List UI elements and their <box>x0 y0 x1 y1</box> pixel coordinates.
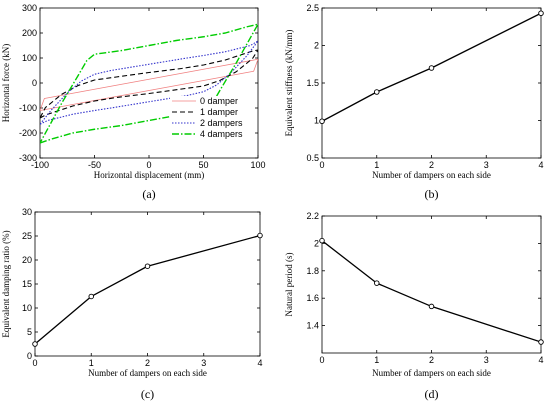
chart-c-equivalent-damping: 0 1 2 3 4 0 5 10 15 20 25 30 Number of dampers on ea… <box>1 207 263 401</box>
chart-b-equivalent-stiffness: 0 1 2 3 4 0.5 1 1.5 2 2.5 Number of dampers on eac… <box>284 3 544 201</box>
y-axis-label: Equivalent damping ratio (%) <box>1 230 11 337</box>
x-axis-label: Number of dampers on each side <box>372 368 491 378</box>
data-point-marker <box>374 89 380 95</box>
data-point-marker <box>374 280 380 286</box>
data-point-marker <box>319 118 325 124</box>
legend-entry: 4 dampers <box>200 129 243 139</box>
y-tick-label: 30 <box>22 207 32 217</box>
panel-label: (c) <box>141 387 154 401</box>
chart-d-natural-period: 0 1 2 3 4 1.4 1.6 1.8 2 2.2 Number of dampers on e… <box>284 211 544 401</box>
y-tick-label: 0.5 <box>306 153 319 163</box>
y-tick-label: 25 <box>22 231 32 241</box>
data-point-marker <box>428 65 435 71</box>
x-axis-label: Number of dampers on each side <box>88 368 207 378</box>
x-tick-label: 0 <box>319 355 324 365</box>
y-tick-label: 100 <box>22 53 37 63</box>
y-tick-label: 2.5 <box>306 3 319 13</box>
y-axis-label: Horizontal force (kN) <box>1 44 11 122</box>
data-point-marker <box>319 237 325 244</box>
y-tick-label: -200 <box>19 128 37 138</box>
x-tick-label: 4 <box>538 355 543 365</box>
data-point-marker <box>538 10 544 16</box>
plot-frame <box>34 211 261 357</box>
y-tick-label: 300 <box>22 3 37 13</box>
x-tick-label: 1 <box>89 358 94 368</box>
series-line-0 <box>322 12 541 122</box>
data-point-marker <box>257 232 263 239</box>
x-tick-label: 2 <box>429 160 434 170</box>
x-tick-label: 2 <box>429 355 434 365</box>
series-line-1-damper <box>40 49 258 119</box>
y-tick-label: 1.4 <box>306 321 319 331</box>
plot-frame <box>321 7 542 159</box>
x-tick-label: 0 <box>146 160 151 170</box>
y-tick-label: 5 <box>27 327 32 337</box>
x-axis-label: Horizontal displacement (mm) <box>94 170 204 180</box>
x-tick-label: 1 <box>374 160 379 170</box>
series-line-0-damper <box>40 58 258 111</box>
x-tick-label: 4 <box>257 358 262 368</box>
series-line-4-dampers <box>40 23 258 144</box>
data-point-marker <box>428 303 435 310</box>
panel-label: (d) <box>425 387 439 401</box>
x-tick-label: 3 <box>484 160 489 170</box>
x-tick-label: 50 <box>198 160 208 170</box>
y-tick-label: -300 <box>19 153 37 163</box>
x-tick-label: 1 <box>374 355 379 365</box>
y-tick-label: 1.5 <box>306 78 319 88</box>
series-line-0 <box>322 240 541 343</box>
y-tick-label: 1.6 <box>306 293 319 303</box>
data-point-marker <box>88 293 94 300</box>
x-tick-label: 0 <box>32 358 37 368</box>
y-tick-label: 0 <box>27 351 32 361</box>
x-tick-label: 3 <box>484 355 489 365</box>
data-point-marker <box>32 341 38 347</box>
x-tick-label: -100 <box>31 160 49 170</box>
y-tick-label: 2 <box>314 238 319 248</box>
data-point-marker <box>144 263 151 269</box>
y-tick-label: -100 <box>19 103 37 113</box>
x-tick-label: 2 <box>145 358 150 368</box>
legend-entry: 0 damper <box>200 96 238 106</box>
y-tick-label: 20 <box>22 255 32 265</box>
y-axis-label: Equivalent stiffness (kN/mm) <box>284 30 294 137</box>
y-tick-label: 200 <box>22 28 37 38</box>
y-tick-label: 15 <box>22 279 32 289</box>
y-tick-label: 1 <box>314 116 319 126</box>
panel-label: (a) <box>142 187 155 201</box>
x-tick-label: 3 <box>201 358 206 368</box>
legend-entry: 2 dampers <box>200 118 243 128</box>
x-tick-label: 4 <box>538 160 543 170</box>
x-axis-label: Number of dampers on each side <box>372 170 491 180</box>
data-point-marker <box>538 339 544 345</box>
y-tick-label: 2.2 <box>306 211 319 221</box>
legend-entry: 1 damper <box>200 107 238 117</box>
x-tick-label: 100 <box>250 160 265 170</box>
series-line-0 <box>35 234 260 345</box>
y-tick-label: 10 <box>22 303 32 313</box>
plot-frame <box>321 215 542 354</box>
y-tick-label: 1.8 <box>306 266 319 276</box>
y-tick-label: 2 <box>314 41 319 51</box>
y-axis-label: Natural period (s) <box>284 253 294 317</box>
series-line-2-dampers <box>40 40 258 125</box>
legend-box <box>170 96 254 142</box>
x-tick-label: 0 <box>319 160 324 170</box>
y-tick-label: 0 <box>32 78 37 88</box>
panel-label: (b) <box>425 187 439 201</box>
x-tick-label: -50 <box>88 160 101 170</box>
chart-a-hysteresis: -100 -50 0 50 100 -300 -200 -100 0 100 200 300 Horiz… <box>1 3 266 201</box>
